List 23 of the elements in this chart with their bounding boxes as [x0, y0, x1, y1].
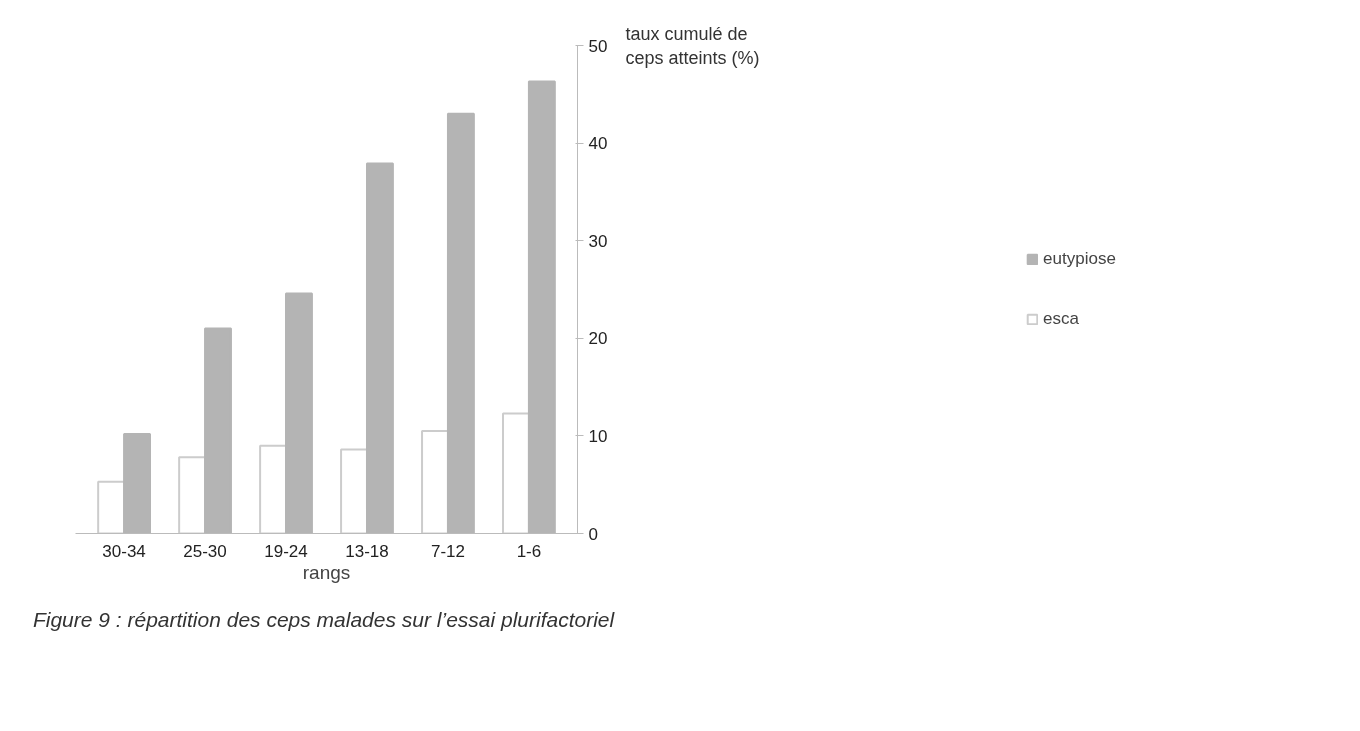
bar: [178, 456, 207, 534]
bar: [502, 412, 530, 534]
y-tick-label: 50: [588, 36, 608, 56]
x-tick-label: 30-34: [102, 541, 146, 561]
x-tick-label: 7-12: [430, 541, 465, 561]
x-axis-title: rangs: [302, 561, 351, 583]
caption: Figure 9 : répartition des ceps malades sur l’essai plurifactoriel: [32, 607, 616, 631]
y-tick-label: 0: [588, 524, 598, 544]
bar: [340, 448, 368, 534]
bar: [421, 430, 449, 534]
x-tick-label: 1-6: [516, 541, 542, 561]
legend-label: eutypiose: [1043, 249, 1116, 269]
bar: [97, 480, 126, 534]
y-axis-title: taux cumulé de ceps atteints (%): [625, 23, 760, 68]
x-tick-label: 25-30: [183, 541, 227, 561]
y-tick-label: 10: [588, 426, 608, 446]
y-tick-label: 30: [588, 231, 608, 251]
x-tick-label: 19-24: [264, 541, 308, 561]
y-tick-label: 20: [588, 329, 608, 349]
y-tick-label: 40: [588, 134, 608, 154]
legend-label: esca: [1043, 309, 1080, 329]
x-tick-label: 13-18: [345, 541, 389, 561]
bar: [259, 444, 288, 534]
